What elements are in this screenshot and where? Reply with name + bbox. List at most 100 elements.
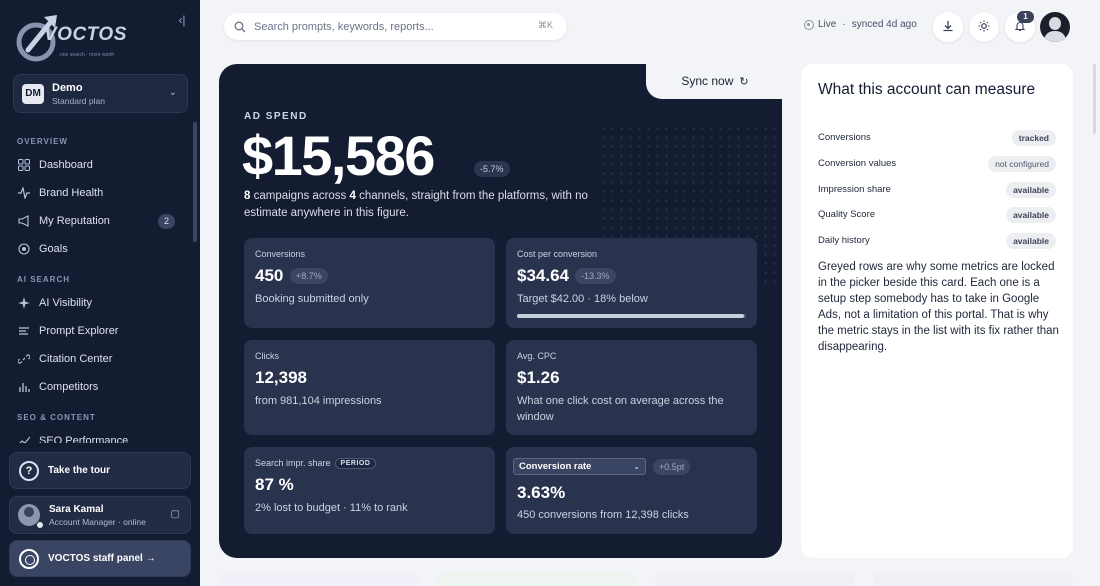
brand-name: VOCTOS [44, 24, 127, 45]
chat-icon[interactable]: ▢ [170, 509, 180, 520]
account-switcher[interactable]: DM Demo Standard plan ⌄ [13, 74, 188, 113]
metric-description: 450 conversions from 12,398 clicks [517, 509, 689, 521]
panel-note: Greyed rows are why some metrics are loc… [818, 261, 1059, 353]
sidebar-item-citation-center[interactable]: Citation Center [17, 348, 187, 370]
metric-description: 2% lost to budget · 11% to rank [255, 502, 408, 514]
account-name: Demo [52, 82, 83, 94]
download-button[interactable] [933, 12, 963, 42]
trend-icon [17, 434, 31, 443]
metric-cost-per-conversion[interactable]: Cost per conversion $34.64 -13.3% Target… [506, 238, 757, 328]
profile-avatar[interactable] [1040, 12, 1070, 42]
ad-spend-delta: -5.7% [474, 161, 510, 177]
metric-conversion-rate[interactable]: Conversion rate ⌄ +0.5pt 3.63% 450 conve… [506, 447, 757, 534]
status-badge: not configured [988, 156, 1056, 172]
capability-row: Impression share available [818, 181, 1056, 199]
capability-row: Quality Score available [818, 206, 1056, 224]
sidebar-item-label: Citation Center [39, 353, 113, 365]
staff-panel-label: VOCTOS staff panel → [48, 553, 156, 564]
metric-value: $1.26 [517, 368, 560, 387]
sidebar-item-seo-performance[interactable]: SEO Performance [17, 430, 187, 443]
grid-icon [17, 158, 31, 172]
sidebar-item-dashboard[interactable]: Dashboard [17, 154, 187, 176]
metric-delta: +8.7% [290, 268, 328, 284]
sidebar-item-prompt-explorer[interactable]: Prompt Explorer [17, 320, 187, 342]
target-progress-fill [517, 314, 744, 318]
sidebar-item-label: Prompt Explorer [39, 325, 119, 337]
live-icon [804, 19, 814, 30]
theme-toggle-button[interactable] [969, 12, 999, 42]
ad-spend-value: $15,586 [242, 124, 435, 187]
sync-tab [646, 64, 782, 99]
avatar [18, 504, 40, 526]
metric-title: Search impr. share PERIOD [255, 458, 377, 469]
status-badge: available [1006, 182, 1056, 198]
account-manager-card[interactable]: Sara Kamal Account Manager · online ▢ [9, 496, 191, 534]
sidebar-item-label: Dashboard [39, 159, 93, 171]
metric-title: Clicks [255, 351, 279, 361]
sparkle-icon [17, 296, 31, 310]
take-tour-button[interactable]: ? Take the tour [9, 452, 191, 489]
staff-panel-icon [19, 548, 39, 569]
sidebar-item-ai-visibility[interactable]: AI Visibility [17, 292, 187, 314]
list-icon [17, 324, 31, 338]
metric-value: 12,398 [255, 368, 307, 387]
metric-clicks[interactable]: Clicks 12,398 from 981,104 impressions [244, 340, 495, 435]
staff-panel-button[interactable]: VOCTOS staff panel → [9, 540, 191, 577]
logo-mark-icon [16, 15, 57, 62]
channel-count: 4 [349, 190, 356, 202]
metric-delta: -13.3% [575, 268, 616, 284]
search-shortcut: ⌘K [537, 20, 553, 30]
sidebar-item-my-reputation[interactable]: My Reputation 2 [17, 210, 187, 232]
metric-value: 450 [255, 266, 284, 285]
notification-count-badge: 1 [1017, 11, 1034, 23]
online-status-dot [36, 521, 44, 529]
sidebar-scrollbar[interactable] [193, 122, 197, 242]
metric-picker-select[interactable]: Conversion rate ⌄ [513, 458, 646, 475]
sidebar-item-label: Goals [39, 243, 68, 255]
target-icon [17, 242, 31, 256]
sidebar-item-goals[interactable]: Goals [17, 238, 187, 260]
metric-title: Conversions [255, 249, 306, 259]
reputation-count-badge: 2 [158, 214, 175, 229]
brand-logo[interactable] [14, 12, 134, 62]
metric-picker-value: Conversion rate [519, 461, 592, 472]
metric-description: What one click cost on average across th… [517, 395, 724, 423]
live-label: Live [818, 19, 837, 30]
page-scrollbar[interactable] [1093, 64, 1096, 134]
capability-row: Daily history available [818, 232, 1056, 250]
help-icon: ? [19, 460, 39, 481]
metric-conversions[interactable]: Conversions 450 +8.7% Booking submitted … [244, 238, 495, 328]
panel-title: What this account can measure [818, 81, 1036, 98]
account-initials: DM [22, 84, 44, 104]
search-icon [234, 21, 246, 33]
metric-search-impression-share[interactable]: Search impr. share PERIOD 87 % 2% lost to… [244, 447, 495, 534]
capability-row: Conversions tracked [818, 129, 1056, 147]
chevron-down-icon: ⌄ [633, 462, 640, 471]
metric-avg-cpc[interactable]: Avg. CPC $1.26 What one click cost on av… [506, 340, 757, 435]
collapse-sidebar-icon[interactable]: ‹| [178, 13, 186, 27]
sidebar-item-label: Competitors [39, 381, 99, 393]
search-bar[interactable]: ⌘K [224, 13, 567, 40]
sun-icon [978, 20, 990, 35]
sync-now-label: Sync now [681, 74, 734, 88]
status-badge: available [1006, 233, 1056, 249]
metric-description: from 981,104 impressions [255, 395, 382, 407]
metric-value: 87 % [255, 475, 294, 494]
search-input[interactable] [254, 20, 524, 33]
campaign-count: 8 [244, 190, 251, 202]
account-manager-role: Account Manager · online [49, 516, 146, 527]
refresh-icon: ↻ [739, 75, 749, 88]
metric-description: Target $42.00 · 18% below [517, 293, 648, 305]
sync-now-button[interactable]: Sync now ↻ [660, 70, 770, 92]
account-plan: Standard plan [52, 96, 105, 106]
metric-value: 3.63% [517, 483, 566, 502]
chevron-down-icon: ⌄ [168, 87, 177, 98]
sidebar-item-brand-health[interactable]: Brand Health [17, 182, 187, 204]
measurement-capabilities-panel: What this account can measure Conversion… [801, 64, 1073, 558]
metric-title: Cost per conversion [517, 249, 598, 259]
megaphone-icon [17, 214, 31, 228]
sidebar-item-competitors[interactable]: Competitors [17, 376, 187, 398]
summary-card [655, 572, 855, 586]
take-tour-label: Take the tour [48, 465, 111, 476]
sidebar-item-label: My Reputation [39, 215, 110, 227]
